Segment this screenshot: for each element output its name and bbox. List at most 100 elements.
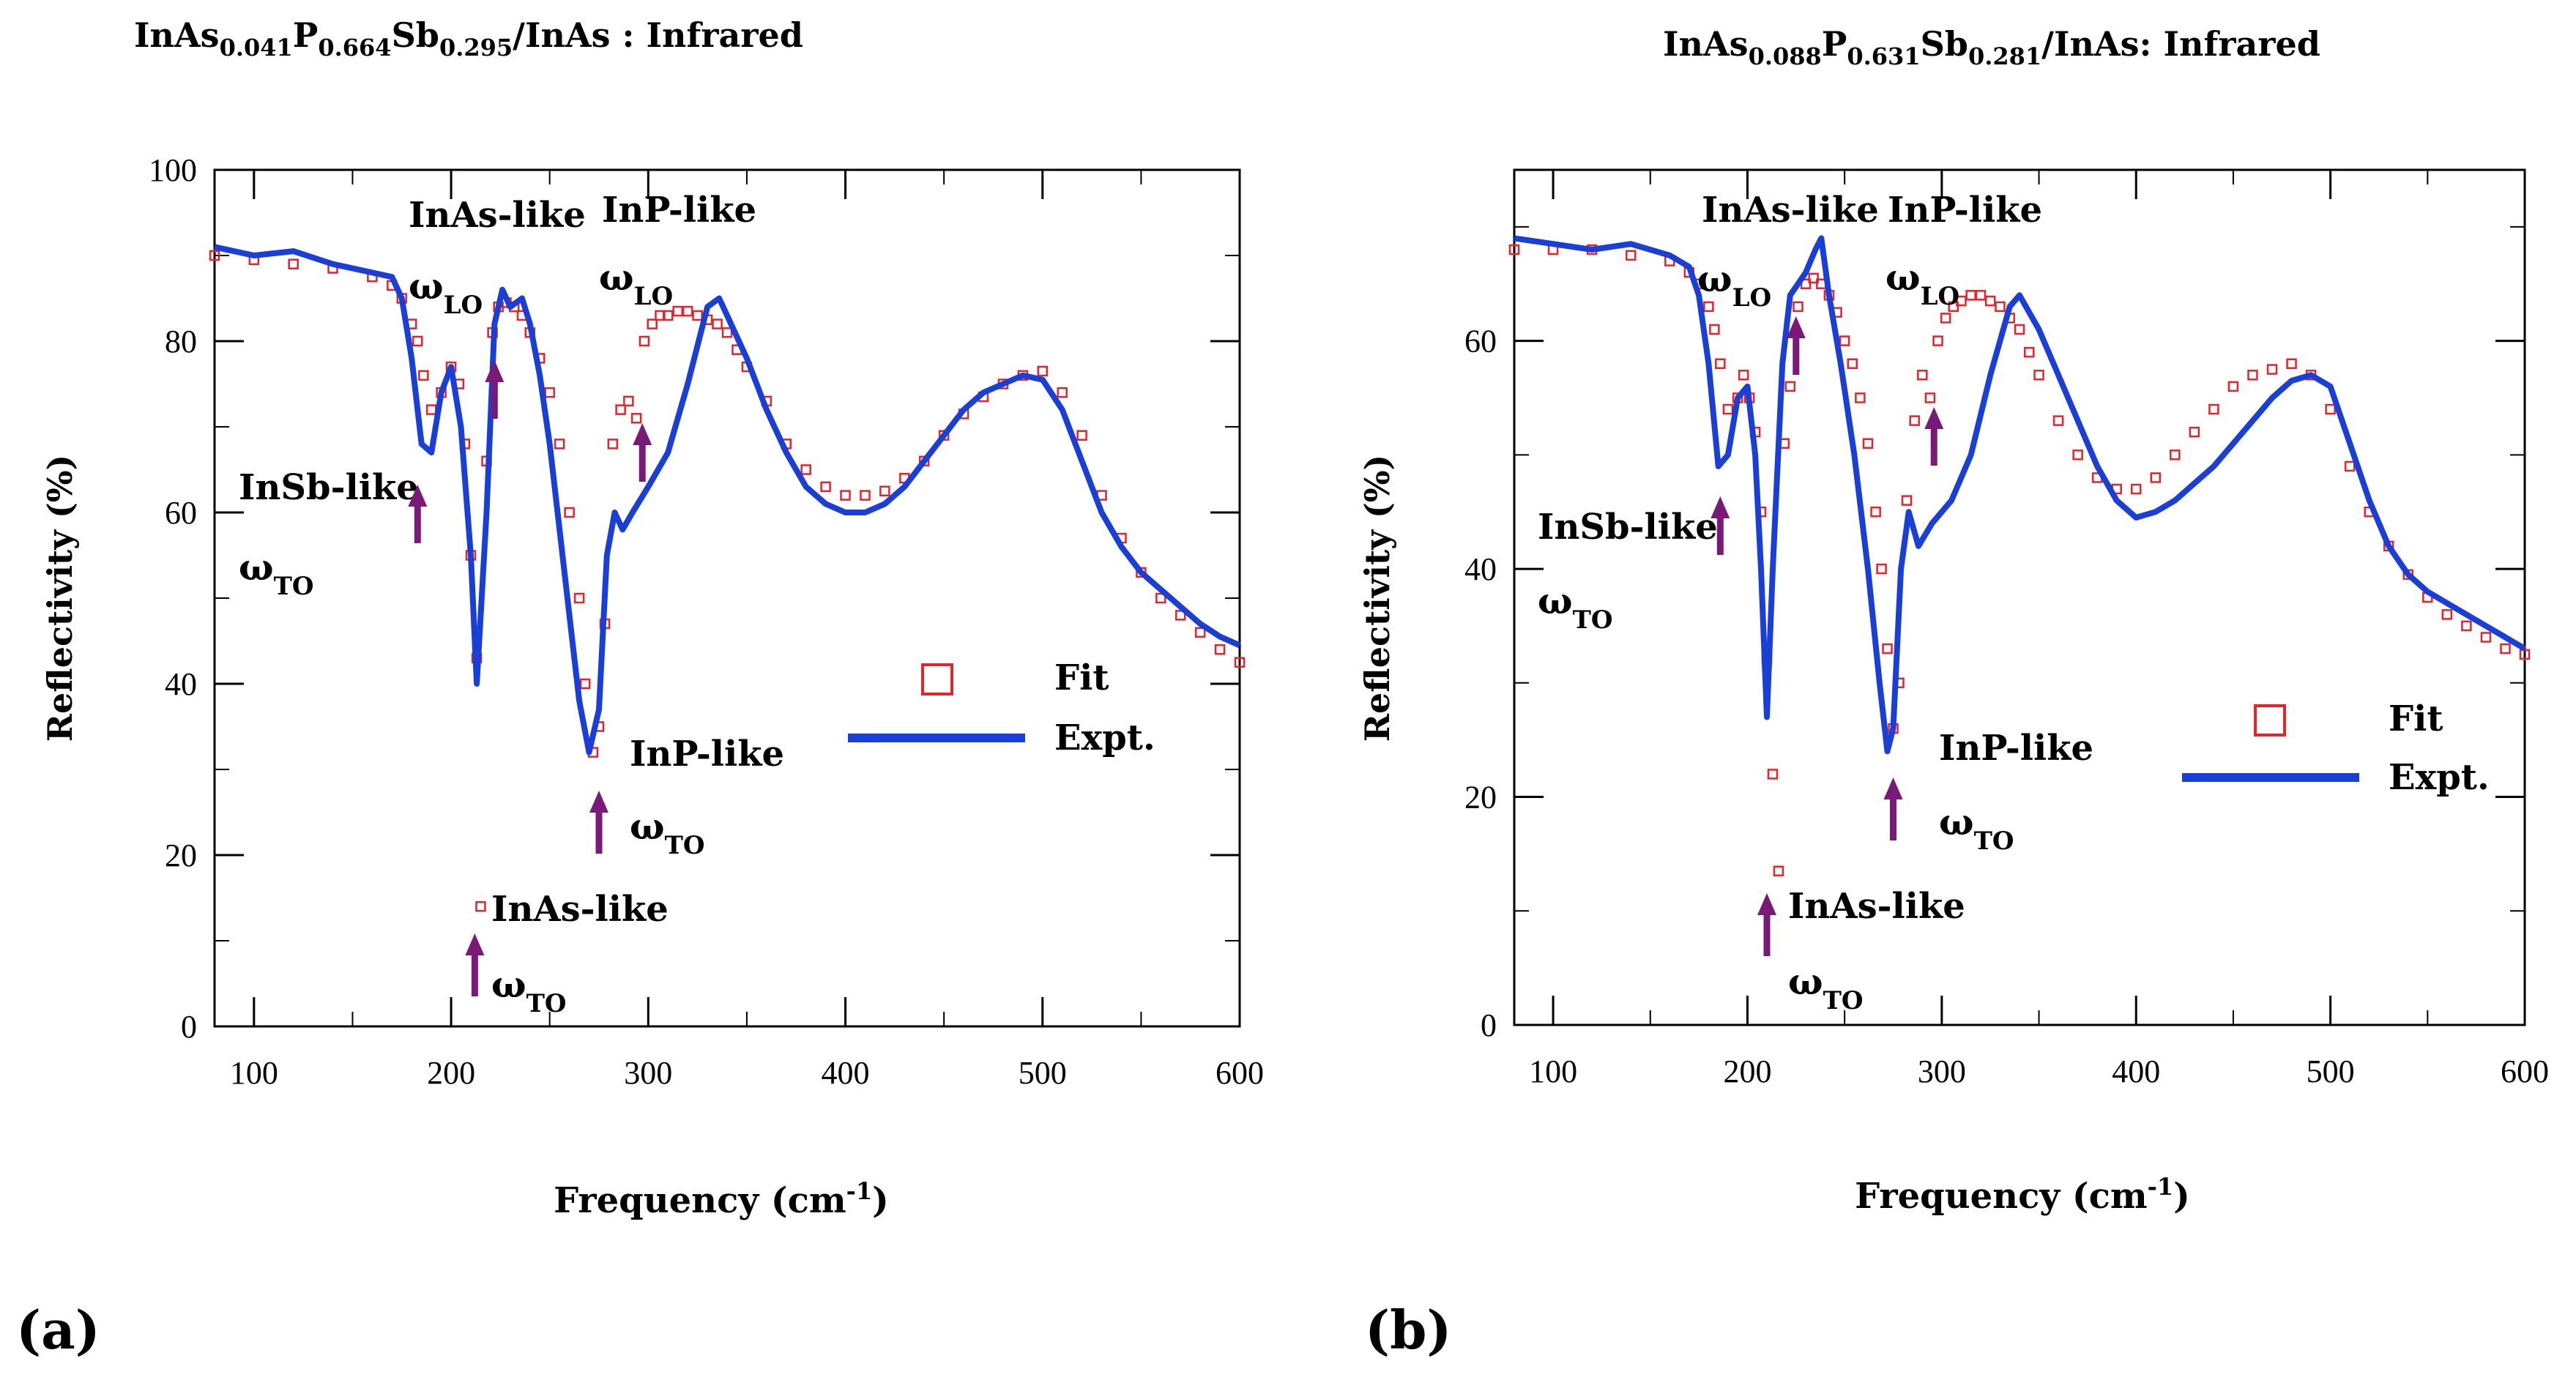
fit-point [2227,381,2239,392]
fit-point [630,413,642,424]
y-tick-label: 20 [1464,780,1497,816]
fit-point [1715,358,1726,369]
panel-b-arrows [1710,316,1944,956]
x-tick-label: 300 [624,1055,672,1091]
fit-point [1155,592,1166,604]
panel-b-omega-to-inp: ωTO [1939,800,2014,856]
fit-point [544,387,555,398]
fit-point [623,395,634,407]
fit-point [615,404,626,415]
fit-point [2052,415,2064,426]
fit-point [1855,392,1866,403]
fit-point [1932,335,1943,346]
fit-point [2461,620,2472,632]
fit-point [1076,430,1087,441]
y-tick-label: 80 [165,324,197,359]
fit-point [1767,769,1779,780]
fit-point [879,485,890,496]
fit-point [2130,483,2142,495]
panel-a-inp-like-lo-label: InP-like [602,190,756,231]
y-tick-label: 0 [181,1009,197,1045]
fit-point [1625,250,1637,261]
fit-point [1037,365,1049,377]
panel-b-ticks: 100 200 300 400 500 600 0 20 40 60 [1464,170,2549,1089]
fit-point [2024,346,2035,358]
fit-point [209,250,220,261]
fit-point [1965,290,1976,301]
panel-b-inp-like-lo-label: InP-like [1888,190,2042,231]
panel-a-inp-like-to-label: InP-like [630,734,784,775]
panel-b-inas-like-lo-label: InAs-like [1702,190,1879,231]
panel-b-xlabel: Frequency (cm-1) [1855,1173,2190,1217]
fit-point [579,678,591,690]
arrow-head [1710,496,1730,518]
fit-point [1995,301,2006,313]
arrow-head [1924,407,1944,429]
fit-point [639,335,650,347]
panel-a-legend-fit-marker [921,663,953,695]
panel-b-fit-series [1508,244,2531,877]
fit-point [1839,335,1850,346]
panel-b-label: (b) [1365,1299,1451,1361]
fit-point [2344,460,2356,472]
fit-point [1948,301,1959,313]
panel-b-insb-like-label: InSb-like [1538,507,1718,548]
fit-point [1847,358,1858,369]
panel-b-title: InAs0.088P0.631Sb0.281/InAs: Infrared [1663,24,2320,70]
fit-point [1194,627,1206,638]
fit-point [1175,610,1186,621]
x-tick-label: 600 [1216,1055,1264,1091]
fit-point [554,439,565,450]
y-tick-label: 0 [1481,1007,1497,1043]
fit-point [662,310,674,321]
panel-a-insb-like-label: InSb-like [239,467,419,508]
x-tick-label: 400 [822,1055,870,1091]
fit-point [2325,403,2336,415]
fit-point [2014,324,2025,335]
fit-point [1234,657,1246,668]
x-tick-label: 100 [1529,1053,1577,1089]
y-tick-label: 60 [1464,324,1497,359]
fit-point [2189,426,2200,438]
fit-point [721,327,733,338]
y-tick-label: 40 [165,666,197,702]
fit-point [820,481,831,493]
arrow-head [633,423,652,445]
arrow-head [408,485,428,507]
fit-point [1975,290,1987,301]
panel-a-expt-line [214,244,1241,756]
x-tick-label: 400 [2112,1053,2160,1089]
fit-point [1917,370,1928,381]
panel-a-omega-lo-1: ωLO [409,264,483,320]
fit-point [288,258,299,269]
x-tick-label: 200 [1723,1053,1771,1089]
fit-point [1862,438,1874,450]
panel-b-omega-to-insb: ωTO [1538,579,1613,635]
fit-point [2033,370,2044,381]
fit-point [607,439,619,450]
arrow-head [1757,893,1776,915]
fit-point [1709,324,1720,335]
fit-point [2266,364,2278,375]
fit-point [1882,643,1893,654]
panel-b-inas-like-to-label: InAs-like [1788,886,1965,927]
panel-b-ylabel: Reflectivity (%) [1358,455,1397,742]
panel-b-omega-lo-1: ωLO [1697,257,1771,313]
panel-b-omega-to-inas: ωTO [1788,960,1864,1015]
fit-point [2247,370,2258,381]
fit-point [2286,358,2297,369]
fit-point [1876,563,1887,575]
fit-point [692,310,703,321]
fit-point [2519,649,2531,660]
panel-a-omega-to-insb: ωTO [239,545,314,601]
panel-a-legend-expt-label: Expt. [1054,717,1155,758]
fit-point [412,335,423,347]
fit-point [1940,313,1951,324]
fit-point [1793,301,1803,313]
panel-a-ylabel: Reflectivity (%) [40,455,80,742]
panel-b-legend-fit-marker [2254,704,2286,736]
panel-a-legend-fit-label: Fit [1054,657,1109,698]
fit-point [1722,403,1734,415]
fit-point [682,305,693,317]
